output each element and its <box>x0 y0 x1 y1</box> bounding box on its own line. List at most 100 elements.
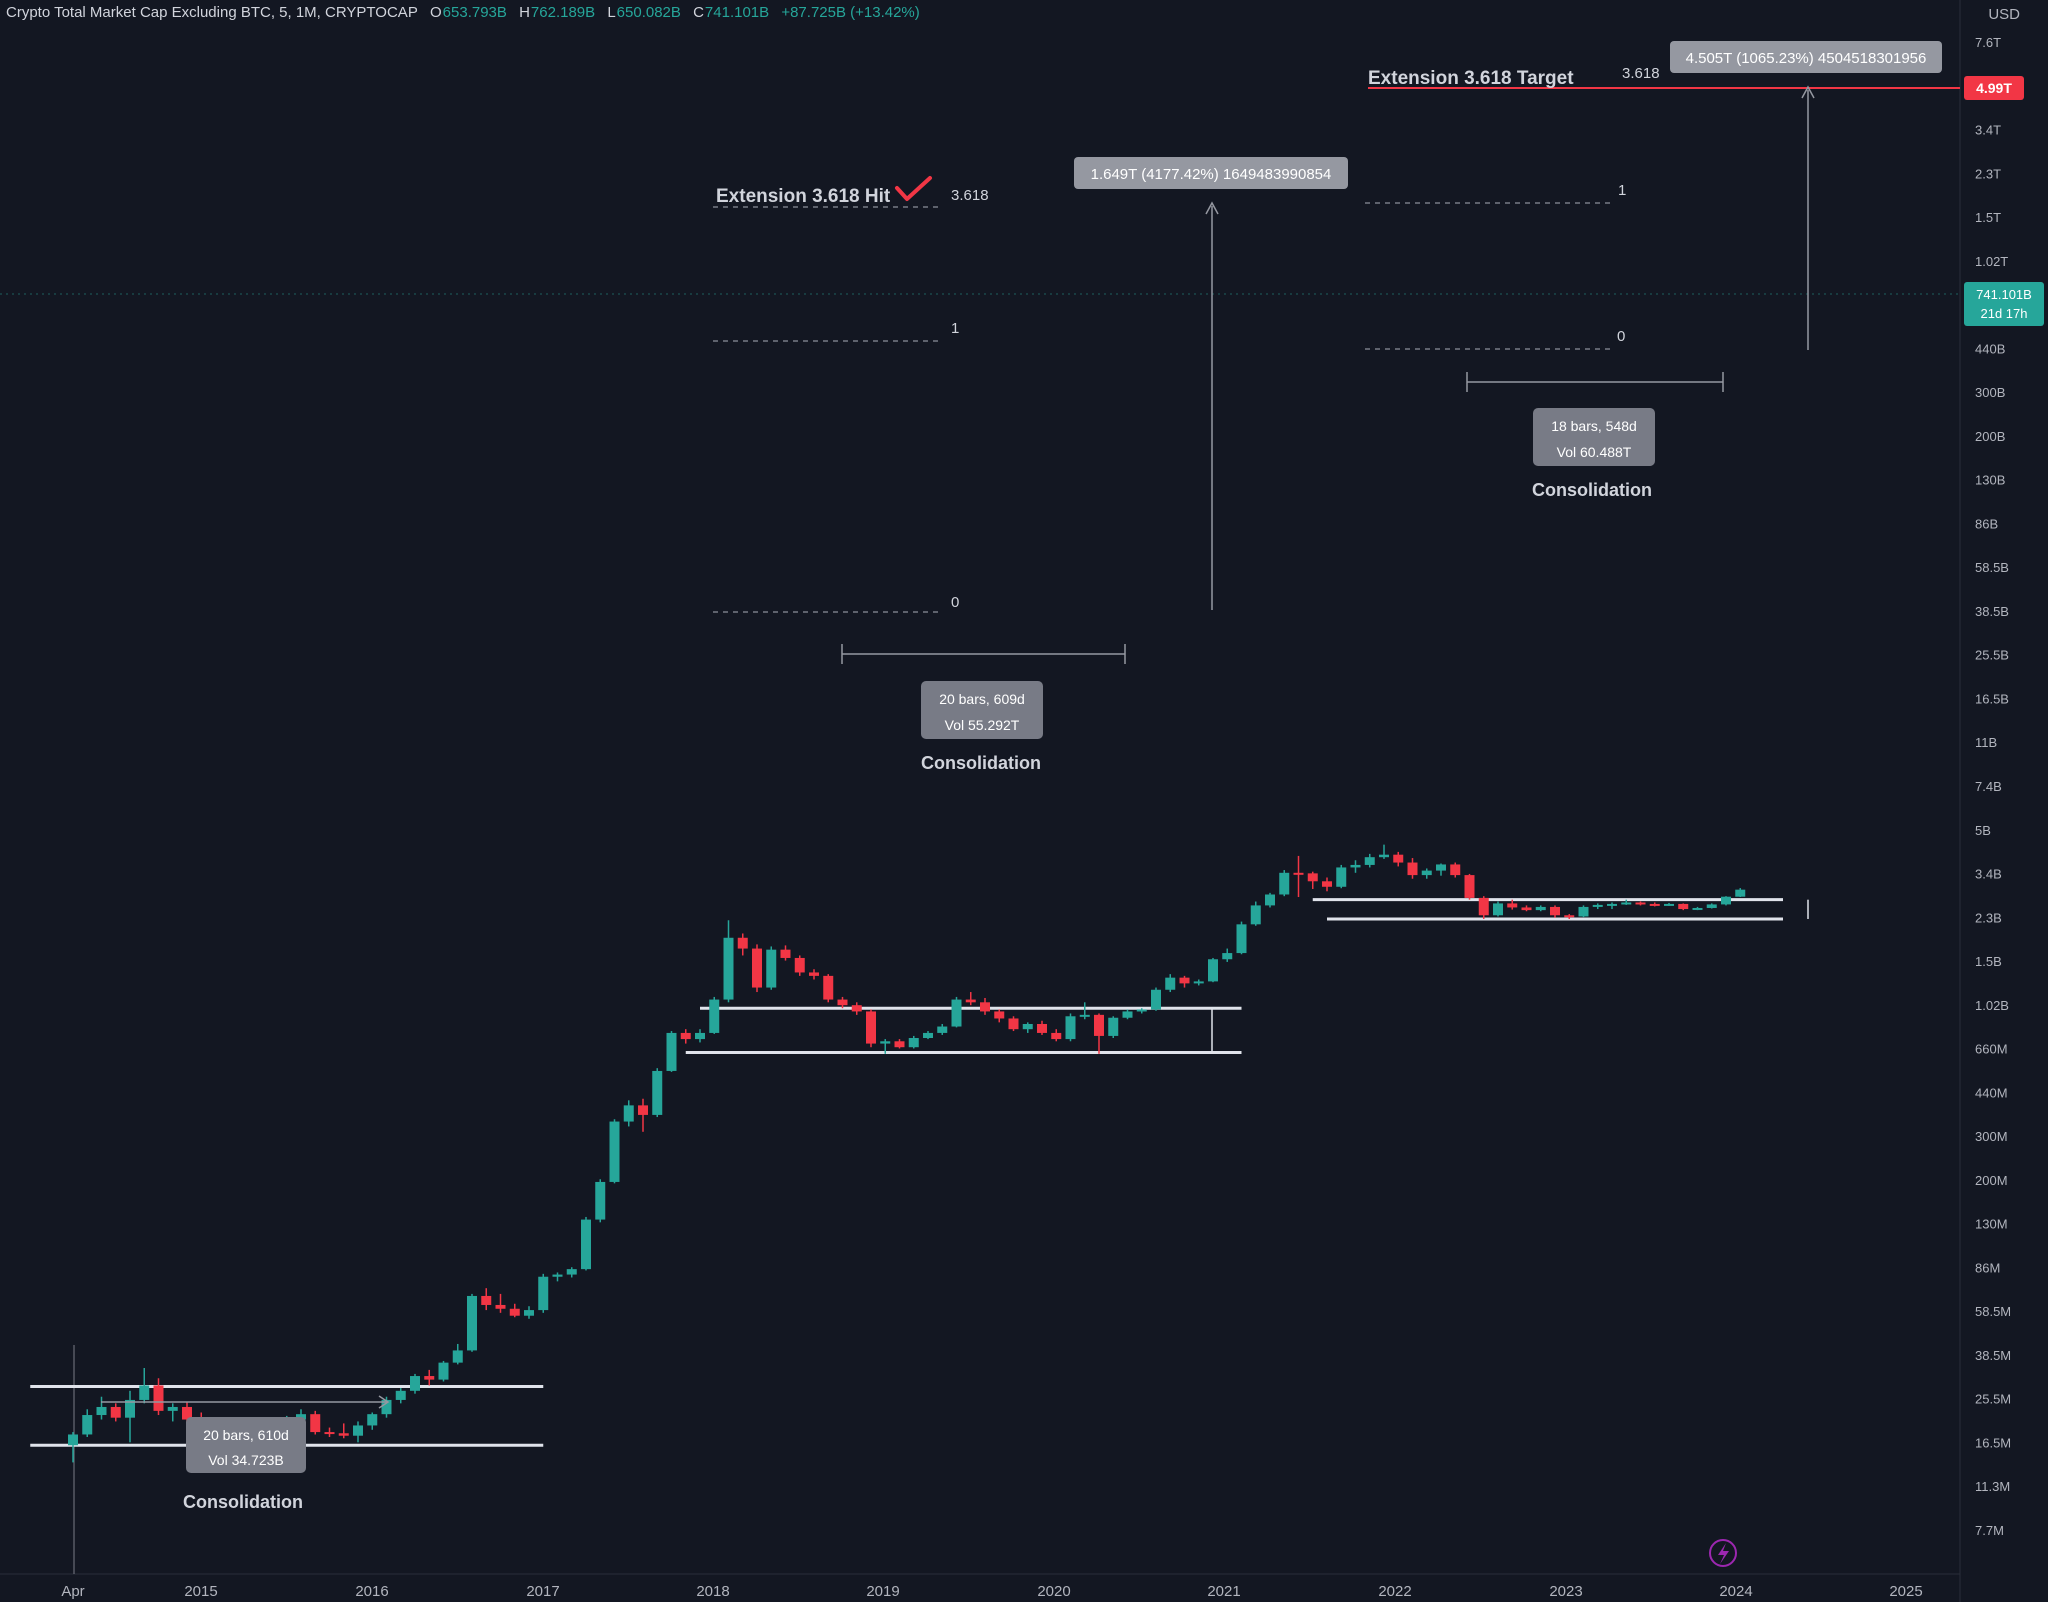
candle <box>880 1039 891 1054</box>
candle <box>509 1303 520 1318</box>
price-tick-label: 11B <box>1975 735 1997 750</box>
candle-body <box>1478 897 1489 916</box>
range-info-box-1 <box>186 1417 306 1473</box>
candle <box>1407 858 1418 879</box>
candle-body <box>1436 864 1446 871</box>
range-info-vol-2: Vol 55.292T <box>945 717 1020 733</box>
time-tick-label: 2023 <box>1549 1583 1582 1600</box>
candle <box>923 1031 933 1040</box>
candle <box>709 996 720 1034</box>
candle-body <box>1592 904 1603 907</box>
candle <box>1136 1008 1147 1014</box>
candle-body <box>1407 862 1418 876</box>
candle-body <box>125 1399 135 1418</box>
candle-body <box>1151 989 1161 1010</box>
candle <box>695 1029 705 1043</box>
currency-label[interactable]: USD <box>1988 6 2020 23</box>
candle-body <box>1293 872 1304 875</box>
candle <box>338 1423 349 1439</box>
symbol-title[interactable]: Crypto Total Market Cap Excluding BTC, 5… <box>6 4 418 21</box>
candle <box>680 1029 691 1044</box>
candle <box>1293 855 1304 898</box>
time-tick-label: 2020 <box>1037 1583 1070 1600</box>
candle-body <box>1550 906 1560 916</box>
candle-body <box>1735 889 1746 897</box>
measure-label-box-2024 <box>1670 41 1942 73</box>
candle-body <box>1122 1011 1133 1018</box>
candle-body <box>1450 864 1461 876</box>
candle-body <box>1165 977 1176 990</box>
candle <box>96 1396 107 1420</box>
candle-body <box>1607 903 1617 906</box>
candle-body <box>1493 903 1503 916</box>
candle-body <box>794 957 805 973</box>
time-tick-label: 2018 <box>696 1583 729 1600</box>
price-tick-label: 86B <box>1975 516 1998 531</box>
time-tick-label: 2021 <box>1207 1583 1240 1600</box>
candle <box>1578 905 1589 918</box>
candle <box>1236 921 1247 955</box>
candle <box>1535 905 1546 912</box>
candle-body <box>1364 857 1375 865</box>
ohlc-close: C741.101B <box>693 4 770 21</box>
candle-body <box>894 1041 905 1048</box>
candle <box>1664 902 1674 906</box>
candle <box>980 997 990 1015</box>
candle-body <box>1678 903 1689 910</box>
candle-body <box>680 1032 691 1040</box>
candle <box>125 1390 135 1443</box>
candle <box>495 1293 506 1313</box>
fib-level-zero-label: 0 <box>951 594 959 611</box>
candle <box>524 1306 534 1319</box>
candle <box>1678 903 1689 911</box>
price-tick-label: 1.5T <box>1975 210 2001 225</box>
candle <box>623 1100 634 1127</box>
candle <box>167 1403 178 1422</box>
candle <box>1649 902 1660 907</box>
candle <box>1208 957 1218 983</box>
candle-body <box>495 1304 506 1309</box>
price-tick-label: 130B <box>1975 473 2005 488</box>
candle <box>1151 987 1161 1011</box>
candle <box>723 920 734 1003</box>
candle-body <box>1222 953 1233 960</box>
alert-icon[interactable] <box>1709 1539 1737 1567</box>
candle <box>1250 901 1261 926</box>
consolidation-label-3: Consolidation <box>1532 480 1652 500</box>
price-tick-label: 1.5B <box>1975 954 2002 969</box>
measure-label-2020: 1.649T (4177.42%) 1649483990854 <box>1091 166 1332 183</box>
candle-body <box>367 1414 378 1426</box>
fib-level-zero-label-2: 0 <box>1617 328 1625 345</box>
candle <box>395 1388 406 1404</box>
candle-body <box>1208 959 1218 982</box>
candle <box>367 1412 378 1430</box>
candle <box>866 1009 876 1048</box>
candle <box>837 996 848 1009</box>
time-axis[interactable]: Apr 2015 2016 2017 2018 2019 2020 2021 2022 2023 2… <box>61 1583 1922 1600</box>
candle-body <box>1564 915 1575 918</box>
price-tick-label: 7.6T <box>1975 35 2001 50</box>
candle-body <box>638 1105 648 1115</box>
candle <box>68 1432 78 1463</box>
fib-level-ext-label-2: 3.618 <box>1622 65 1660 82</box>
candle <box>1493 901 1503 917</box>
candle-body <box>1336 867 1347 887</box>
candle <box>452 1343 463 1365</box>
candle <box>1635 901 1646 906</box>
candle <box>937 1023 948 1035</box>
candle-body <box>566 1269 577 1275</box>
candle-body <box>1721 896 1731 905</box>
candle <box>353 1421 363 1443</box>
candle-body <box>552 1274 563 1277</box>
price-tick-label: 300B <box>1975 385 2005 400</box>
candle <box>809 969 819 980</box>
time-tick-label: 2019 <box>866 1583 899 1600</box>
candle <box>1179 975 1190 988</box>
candle <box>894 1039 905 1049</box>
candle-body <box>866 1011 876 1044</box>
candle <box>424 1369 435 1386</box>
candle-body <box>1649 903 1660 906</box>
candle <box>1065 1013 1076 1042</box>
